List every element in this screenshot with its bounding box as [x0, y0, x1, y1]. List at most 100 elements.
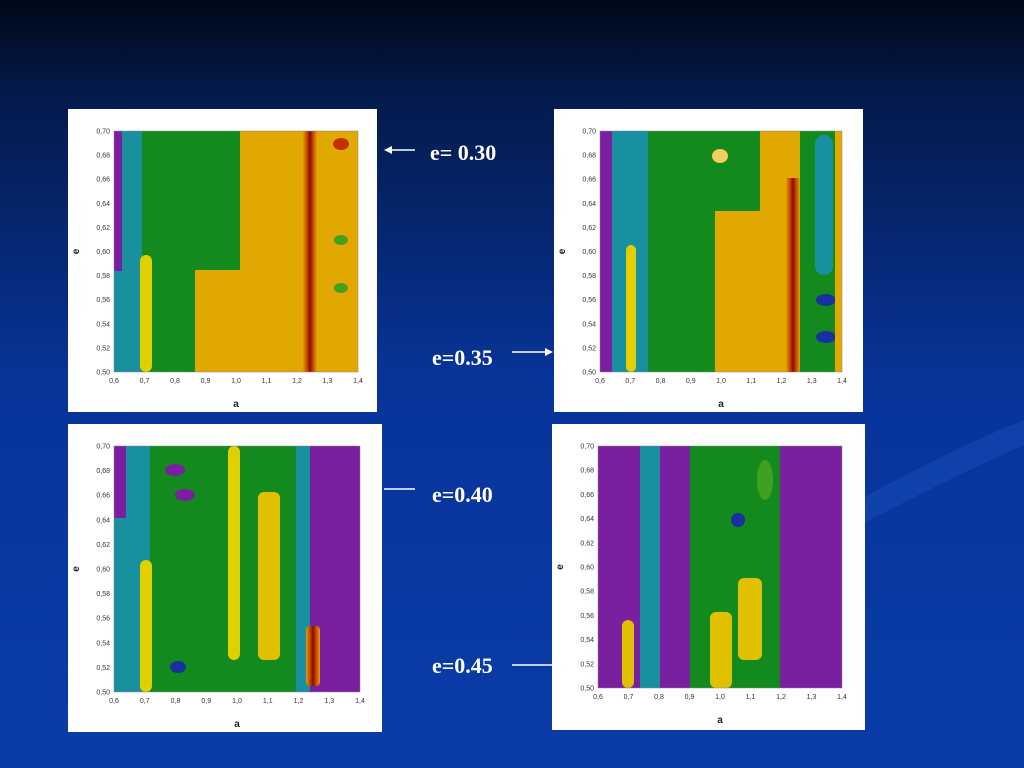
contour: [114, 131, 122, 271]
y-tick-label: 0,70: [582, 129, 596, 136]
x-tick-label: 1,1: [263, 698, 273, 705]
x-axis-label: a: [717, 715, 723, 726]
contour: [731, 513, 745, 527]
x-tick-label: 0,7: [140, 378, 150, 385]
plot-label: e= 0.30: [430, 140, 496, 165]
x-tick-label: 0,9: [201, 378, 211, 385]
y-axis-label: e: [557, 248, 568, 254]
y-tick-label: 0,60: [96, 249, 110, 256]
x-tick-label: 0,8: [654, 694, 664, 701]
x-tick-label: 0,6: [109, 698, 119, 705]
y-tick-label: 0,50: [582, 370, 596, 377]
plot-panel: [554, 109, 863, 412]
y-tick-label: 0,56: [96, 616, 110, 623]
y-tick-label: 0,52: [580, 661, 594, 668]
contour: [165, 464, 185, 476]
y-tick-label: 0,60: [580, 565, 594, 572]
y-tick-label: 0,62: [582, 225, 596, 232]
arrowhead: [545, 348, 553, 356]
contour: [175, 489, 195, 501]
plot-frame: [597, 445, 843, 689]
x-axis-label: a: [234, 719, 240, 730]
contour: [140, 560, 152, 692]
y-tick-label: 0,66: [96, 493, 110, 500]
plot-panel: [68, 109, 377, 412]
contour: [786, 178, 800, 372]
contour: [815, 135, 833, 275]
x-tick-label: 1,4: [837, 694, 847, 701]
y-tick-label: 0,68: [582, 153, 596, 160]
contour: [712, 149, 728, 163]
x-tick-label: 0,8: [170, 378, 180, 385]
y-tick-label: 0,62: [96, 542, 110, 549]
x-tick-label: 1,3: [807, 694, 817, 701]
y-tick-label: 0,56: [582, 297, 596, 304]
y-tick-label: 0,58: [582, 273, 596, 280]
y-tick-label: 0,64: [580, 516, 594, 523]
x-tick-label: 0,9: [686, 378, 696, 385]
y-tick-label: 0,70: [96, 129, 110, 136]
contour: [816, 331, 836, 343]
y-tick-label: 0,52: [582, 345, 596, 352]
contour: [757, 460, 773, 500]
y-tick-label: 0,68: [96, 153, 110, 160]
y-tick-label: 0,62: [96, 225, 110, 232]
contour: [210, 340, 240, 372]
x-tick-label: 1,3: [807, 378, 817, 385]
y-tick-label: 0,58: [96, 591, 110, 598]
plot-label: e=0.35: [432, 345, 493, 370]
plot-frame: [113, 130, 359, 373]
y-tick-label: 0,60: [582, 249, 596, 256]
y-axis-label: e: [71, 566, 82, 572]
contour: [835, 131, 842, 372]
contour: [738, 578, 762, 660]
y-tick-label: 0,68: [580, 468, 594, 475]
y-tick-label: 0,52: [96, 665, 110, 672]
y-tick-label: 0,54: [582, 321, 596, 328]
y-tick-label: 0,50: [96, 370, 110, 377]
plot-frame: [113, 445, 361, 693]
x-tick-label: 1,1: [262, 378, 272, 385]
y-tick-label: 0,70: [96, 444, 110, 451]
x-tick-label: 1,0: [231, 378, 241, 385]
x-tick-label: 1,3: [323, 378, 333, 385]
y-tick-label: 0,64: [96, 201, 110, 208]
x-tick-label: 1,2: [292, 378, 302, 385]
x-tick-label: 1,2: [294, 698, 304, 705]
plot-label: e=0.40: [432, 482, 493, 507]
contour: [640, 446, 660, 688]
x-tick-label: 1,0: [232, 698, 242, 705]
contour: [140, 255, 152, 372]
y-tick-label: 0,66: [582, 177, 596, 184]
plot-panel: [68, 424, 382, 732]
contour: [333, 138, 349, 150]
y-tick-label: 0,66: [580, 492, 594, 499]
x-tick-label: 0,6: [109, 378, 119, 385]
x-tick-label: 0,7: [624, 694, 634, 701]
x-tick-label: 0,6: [593, 694, 603, 701]
y-tick-label: 0,60: [96, 567, 110, 574]
contour: [626, 245, 636, 372]
x-tick-label: 0,8: [656, 378, 666, 385]
y-tick-label: 0,70: [580, 444, 594, 451]
y-tick-label: 0,64: [96, 517, 110, 524]
contour: [114, 446, 126, 518]
y-tick-label: 0,54: [580, 637, 594, 644]
y-tick-label: 0,50: [580, 686, 594, 693]
contour: [600, 131, 612, 372]
x-tick-label: 0,8: [171, 698, 181, 705]
y-tick-label: 0,62: [580, 540, 594, 547]
contour: [710, 612, 732, 688]
x-tick-label: 0,6: [595, 378, 605, 385]
x-tick-label: 1,1: [746, 378, 756, 385]
x-axis-label: a: [718, 399, 724, 410]
x-tick-label: 1,0: [716, 378, 726, 385]
contour: [170, 661, 186, 673]
y-tick-label: 0,56: [580, 613, 594, 620]
x-tick-label: 0,7: [625, 378, 635, 385]
x-tick-label: 1,2: [776, 694, 786, 701]
x-tick-label: 1,4: [353, 378, 363, 385]
x-tick-label: 1,2: [777, 378, 787, 385]
x-tick-label: 0,9: [685, 694, 695, 701]
